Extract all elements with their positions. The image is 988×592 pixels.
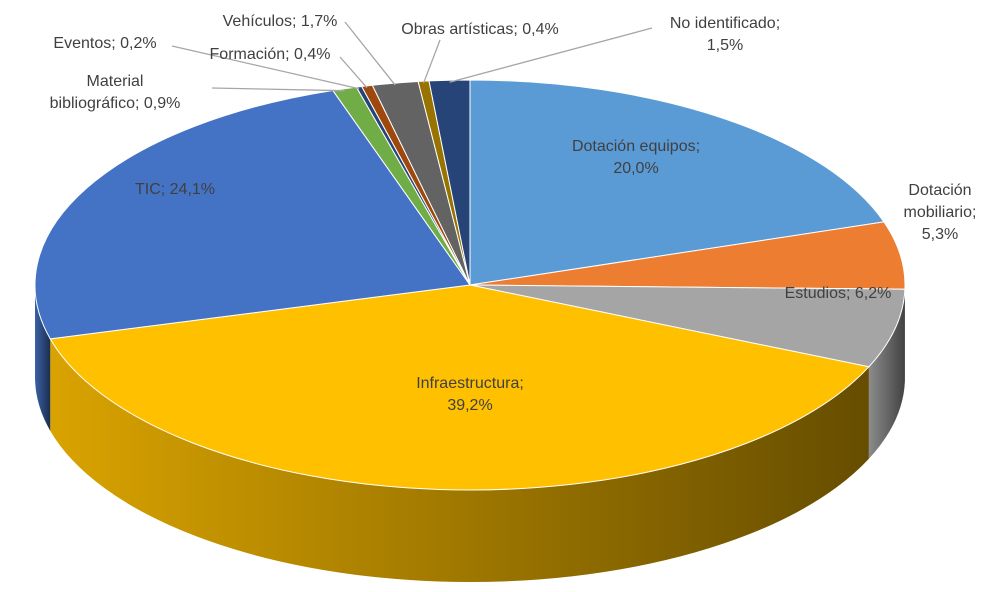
- slice: [469, 79, 885, 286]
- data-label-line: Eventos; 0,2%: [53, 35, 156, 52]
- leader-line: [422, 39, 441, 84]
- data-label-line: mobiliario;: [904, 204, 977, 221]
- data-label-line: No identificado;: [670, 15, 780, 32]
- data-label: Material bibliográfico; 0,9%: [50, 73, 181, 112]
- leader-line: [171, 45, 360, 90]
- slice: [428, 79, 471, 286]
- data-label: Eventos; 0,2%: [53, 35, 156, 52]
- data-label: Vehículos; 1,7%: [223, 13, 338, 30]
- data-label-line: Dotación: [908, 182, 971, 199]
- data-label-line: bibliográfico; 0,9%: [50, 95, 181, 112]
- data-label-line: Formación; 0,4%: [210, 46, 331, 63]
- slice-side: [50, 338, 869, 582]
- leader-line: [211, 87, 345, 92]
- data-label-line: 5,3%: [922, 226, 958, 243]
- data-label: No identificado; 1,5%: [670, 15, 780, 54]
- data-label-line: TIC; 24,1%: [135, 181, 215, 198]
- slice: [469, 284, 906, 368]
- leader-line: [449, 27, 653, 83]
- data-label-line: Material: [87, 73, 144, 90]
- data-label: Dotación mobiliario; 5,3%: [904, 182, 977, 243]
- data-label: TIC; 24,1%: [135, 181, 215, 198]
- data-label: Dotación equipos; 20,0%: [572, 138, 700, 177]
- slice: [49, 284, 870, 491]
- data-label-line: 20,0%: [613, 160, 658, 177]
- data-label-line: 1,5%: [707, 37, 743, 54]
- slice-side: [868, 289, 905, 459]
- data-label: Infraestructura; 39,2%: [416, 375, 524, 414]
- slice: [469, 221, 906, 290]
- data-label-line: 39,2%: [447, 397, 492, 414]
- data-label-line: Vehículos; 1,7%: [223, 13, 338, 30]
- leader-line: [339, 56, 368, 89]
- data-label-line: Infraestructura;: [416, 375, 524, 392]
- data-label: Formación; 0,4%: [210, 46, 331, 63]
- data-label-line: Estudios; 6,2%: [785, 285, 892, 302]
- data-label-line: Obras artísticas; 0,4%: [401, 21, 558, 38]
- data-label-line: Dotación equipos;: [572, 138, 700, 155]
- data-label: Obras artísticas; 0,4%: [401, 21, 558, 38]
- slice-side: [35, 285, 51, 431]
- data-label: Estudios; 6,2%: [785, 285, 892, 302]
- slice: [34, 89, 471, 340]
- leader-line: [344, 21, 396, 86]
